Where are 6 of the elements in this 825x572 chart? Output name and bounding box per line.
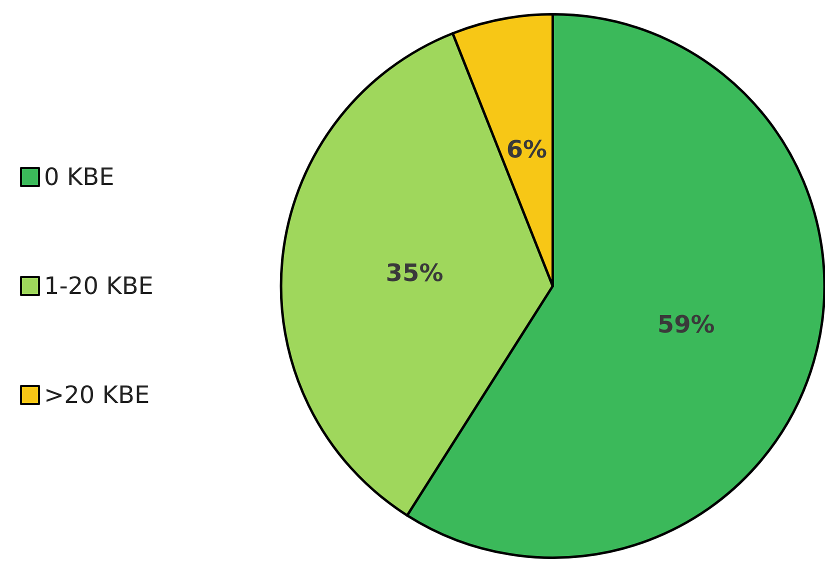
legend-label: 1-20 KBE [44,272,154,300]
data-label: 6% [506,136,548,164]
data-label: 59% [657,310,715,339]
legend-label: 0 KBE [44,163,114,191]
data-label: 35% [386,258,444,287]
legend-label: >20 KBE [44,381,150,409]
